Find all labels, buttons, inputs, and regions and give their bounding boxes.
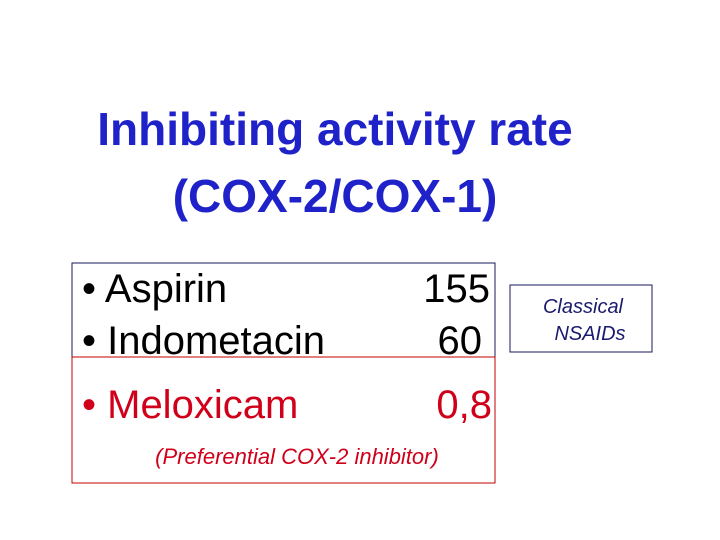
title-line: Inhibiting activity rate	[97, 103, 572, 155]
side-label: NSAIDs	[554, 323, 625, 345]
drug-value: 60	[438, 319, 483, 363]
drug-value: 155	[423, 267, 490, 311]
title-line: (COX-2/COX-1)	[173, 170, 498, 222]
drug-name: • Meloxicam	[82, 383, 298, 427]
note: (Preferential COX-2 inhibitor)	[155, 444, 439, 469]
drug-name: • Aspirin	[82, 267, 227, 311]
side-box	[509, 284, 653, 353]
drug-name: • Indometacin	[82, 319, 325, 363]
preferential-box	[71, 356, 496, 484]
drug-value: 0,8	[436, 383, 492, 427]
side-label: Classical	[543, 296, 624, 318]
